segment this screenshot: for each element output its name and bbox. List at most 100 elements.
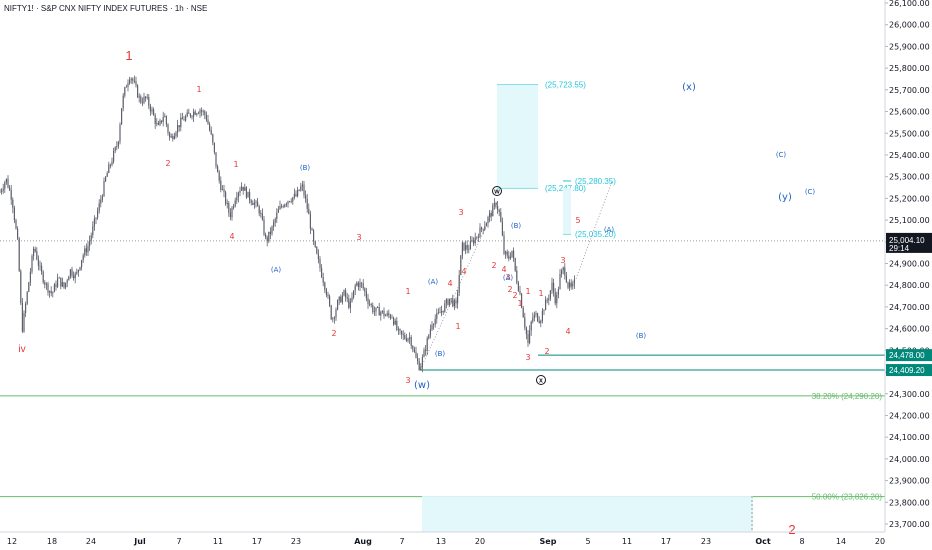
y-tick-label: 25,900.00 bbox=[889, 42, 930, 51]
candle-body bbox=[148, 97, 150, 107]
candle-body bbox=[503, 235, 505, 254]
candle-body bbox=[231, 207, 233, 218]
time-axis: 12 18 24 Jul 7 11 17 23 Aug 7 13 20 Sep 5 11 17 23 Oct 8 14… bbox=[0, 531, 885, 546]
candle-body bbox=[431, 325, 433, 330]
candle-body bbox=[209, 124, 211, 131]
candle-body bbox=[244, 187, 246, 191]
candle-body bbox=[37, 259, 39, 266]
candle-body bbox=[292, 197, 294, 202]
candle-body bbox=[437, 312, 439, 314]
candle-body bbox=[55, 284, 57, 287]
candle-body bbox=[47, 283, 49, 293]
candle-body bbox=[210, 130, 212, 135]
candle-body bbox=[81, 259, 83, 268]
candle-body bbox=[106, 172, 108, 177]
candle-body bbox=[476, 236, 478, 238]
candle-body bbox=[90, 235, 92, 241]
candle-body bbox=[60, 277, 62, 287]
y-tick-label: 25,700.00 bbox=[889, 86, 930, 95]
candle-body bbox=[194, 111, 196, 115]
wave-label-red: 1 bbox=[196, 85, 201, 94]
candle-body bbox=[311, 228, 313, 231]
candle-body bbox=[141, 102, 143, 104]
candle-body bbox=[186, 112, 188, 117]
candle-body bbox=[101, 196, 103, 200]
candle-body bbox=[157, 123, 159, 125]
wave-label-red: 3 bbox=[356, 233, 361, 242]
wave-label-major: 2 bbox=[788, 522, 795, 537]
candle-body bbox=[538, 321, 540, 323]
candle-body bbox=[455, 300, 457, 304]
candle-body bbox=[429, 329, 431, 336]
wave-label-blue: (A) bbox=[428, 278, 439, 286]
candle-body bbox=[465, 245, 467, 251]
x-tick-label: Aug bbox=[354, 537, 372, 546]
candle-body bbox=[481, 227, 483, 229]
fib-label: 38.20% (24,290.20) bbox=[812, 392, 883, 401]
candle-body bbox=[343, 290, 345, 296]
candle-body bbox=[434, 318, 436, 325]
candle-body bbox=[273, 222, 275, 227]
projection-line bbox=[419, 202, 498, 371]
candle-body bbox=[68, 276, 70, 281]
candle-body bbox=[135, 81, 137, 86]
candle-body bbox=[290, 201, 292, 203]
candle-body bbox=[207, 119, 209, 125]
candle-body bbox=[337, 300, 339, 310]
wave-label-red: 2 bbox=[165, 159, 170, 168]
candle-body bbox=[554, 292, 556, 304]
candle-body bbox=[412, 345, 414, 350]
candle-body bbox=[514, 258, 516, 271]
candle-body bbox=[237, 192, 239, 198]
candle-body bbox=[543, 310, 545, 311]
candle-body bbox=[564, 267, 566, 276]
candle-body bbox=[405, 338, 407, 341]
wave-label-blue: (x) bbox=[682, 82, 696, 93]
x-tick-label: 17 bbox=[252, 537, 262, 546]
candle-body bbox=[378, 307, 380, 316]
candle-body bbox=[316, 246, 318, 254]
y-tick-label: 24,100.00 bbox=[889, 433, 930, 442]
candle-body bbox=[557, 289, 559, 295]
candle-body bbox=[173, 136, 175, 140]
candle-body bbox=[151, 109, 153, 112]
candle-body bbox=[535, 313, 537, 315]
candle-body bbox=[349, 301, 351, 308]
candle-body bbox=[266, 237, 268, 242]
candle-body bbox=[561, 270, 563, 275]
candle-body bbox=[341, 295, 343, 303]
candle-body bbox=[156, 123, 158, 125]
candle-body bbox=[0, 191, 1, 193]
candle-body bbox=[413, 349, 415, 352]
candle-body bbox=[487, 217, 489, 224]
candle-body bbox=[89, 240, 91, 247]
candle-body bbox=[26, 291, 28, 304]
candle-body bbox=[49, 290, 51, 293]
candle-body bbox=[573, 279, 575, 284]
y-tick-label: 24,800.00 bbox=[889, 281, 930, 290]
candle-body bbox=[570, 282, 572, 287]
time-zone bbox=[422, 496, 753, 532]
candle-body bbox=[365, 291, 367, 299]
candle-body bbox=[71, 269, 73, 276]
wave-label-red: 4 bbox=[447, 279, 452, 288]
candle-body bbox=[145, 96, 147, 98]
candle-body bbox=[369, 303, 371, 305]
candle-body bbox=[161, 120, 163, 123]
candle-body bbox=[433, 324, 435, 326]
candle-body bbox=[377, 307, 379, 308]
candle-body bbox=[391, 317, 393, 319]
candle-body bbox=[127, 83, 129, 87]
candle-body bbox=[269, 231, 271, 234]
candle-body bbox=[569, 282, 571, 288]
y-tick-label: 25,800.00 bbox=[889, 64, 930, 73]
candle-body bbox=[201, 110, 203, 112]
candle-body bbox=[423, 349, 425, 357]
wave-label-red: 3 bbox=[525, 353, 530, 362]
candle-body bbox=[183, 119, 185, 121]
candle-body bbox=[65, 282, 67, 288]
candle-body bbox=[490, 213, 492, 217]
candle-body bbox=[205, 114, 207, 120]
candle-body bbox=[562, 267, 564, 271]
